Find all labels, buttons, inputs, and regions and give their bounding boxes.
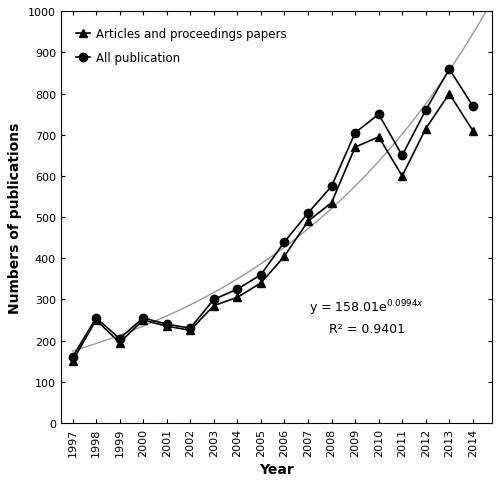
All publication	[234, 287, 240, 292]
Line: All publication: All publication	[68, 66, 477, 362]
Articles and proceedings papers	[399, 174, 405, 180]
All publication	[258, 272, 264, 278]
All publication	[93, 316, 99, 321]
All publication	[211, 297, 217, 302]
Articles and proceedings papers	[164, 324, 170, 330]
All publication	[352, 131, 358, 136]
Articles and proceedings papers	[70, 359, 75, 364]
Articles and proceedings papers	[211, 303, 217, 309]
All publication	[422, 108, 428, 114]
All publication	[328, 184, 334, 190]
All publication	[399, 153, 405, 159]
Y-axis label: Numbers of publications: Numbers of publications	[8, 122, 22, 313]
All publication	[282, 240, 288, 245]
All publication	[376, 112, 382, 118]
Articles and proceedings papers	[470, 129, 476, 135]
Articles and proceedings papers	[446, 91, 452, 97]
All publication	[305, 211, 311, 216]
Articles and proceedings papers	[328, 200, 334, 206]
All publication	[116, 336, 122, 342]
Articles and proceedings papers	[376, 135, 382, 140]
Articles and proceedings papers	[258, 280, 264, 286]
Articles and proceedings papers	[422, 126, 428, 132]
Text: y = 158.01e$^{0.0994x}$: y = 158.01e$^{0.0994x}$	[309, 298, 424, 318]
All publication	[188, 326, 194, 332]
Articles and proceedings papers	[93, 318, 99, 323]
Text: R² = 0.9401: R² = 0.9401	[329, 323, 405, 335]
X-axis label: Year: Year	[259, 462, 294, 476]
Line: Articles and proceedings papers: Articles and proceedings papers	[68, 91, 477, 365]
Articles and proceedings papers	[305, 219, 311, 225]
All publication	[446, 67, 452, 73]
Articles and proceedings papers	[188, 328, 194, 333]
Articles and proceedings papers	[282, 254, 288, 259]
Legend: Articles and proceedings papers, All publication: Articles and proceedings papers, All pub…	[66, 18, 296, 75]
Articles and proceedings papers	[140, 318, 146, 323]
All publication	[164, 321, 170, 327]
All publication	[70, 354, 75, 360]
All publication	[140, 316, 146, 321]
Articles and proceedings papers	[352, 145, 358, 151]
Articles and proceedings papers	[116, 340, 122, 346]
All publication	[470, 104, 476, 110]
Articles and proceedings papers	[234, 295, 240, 301]
